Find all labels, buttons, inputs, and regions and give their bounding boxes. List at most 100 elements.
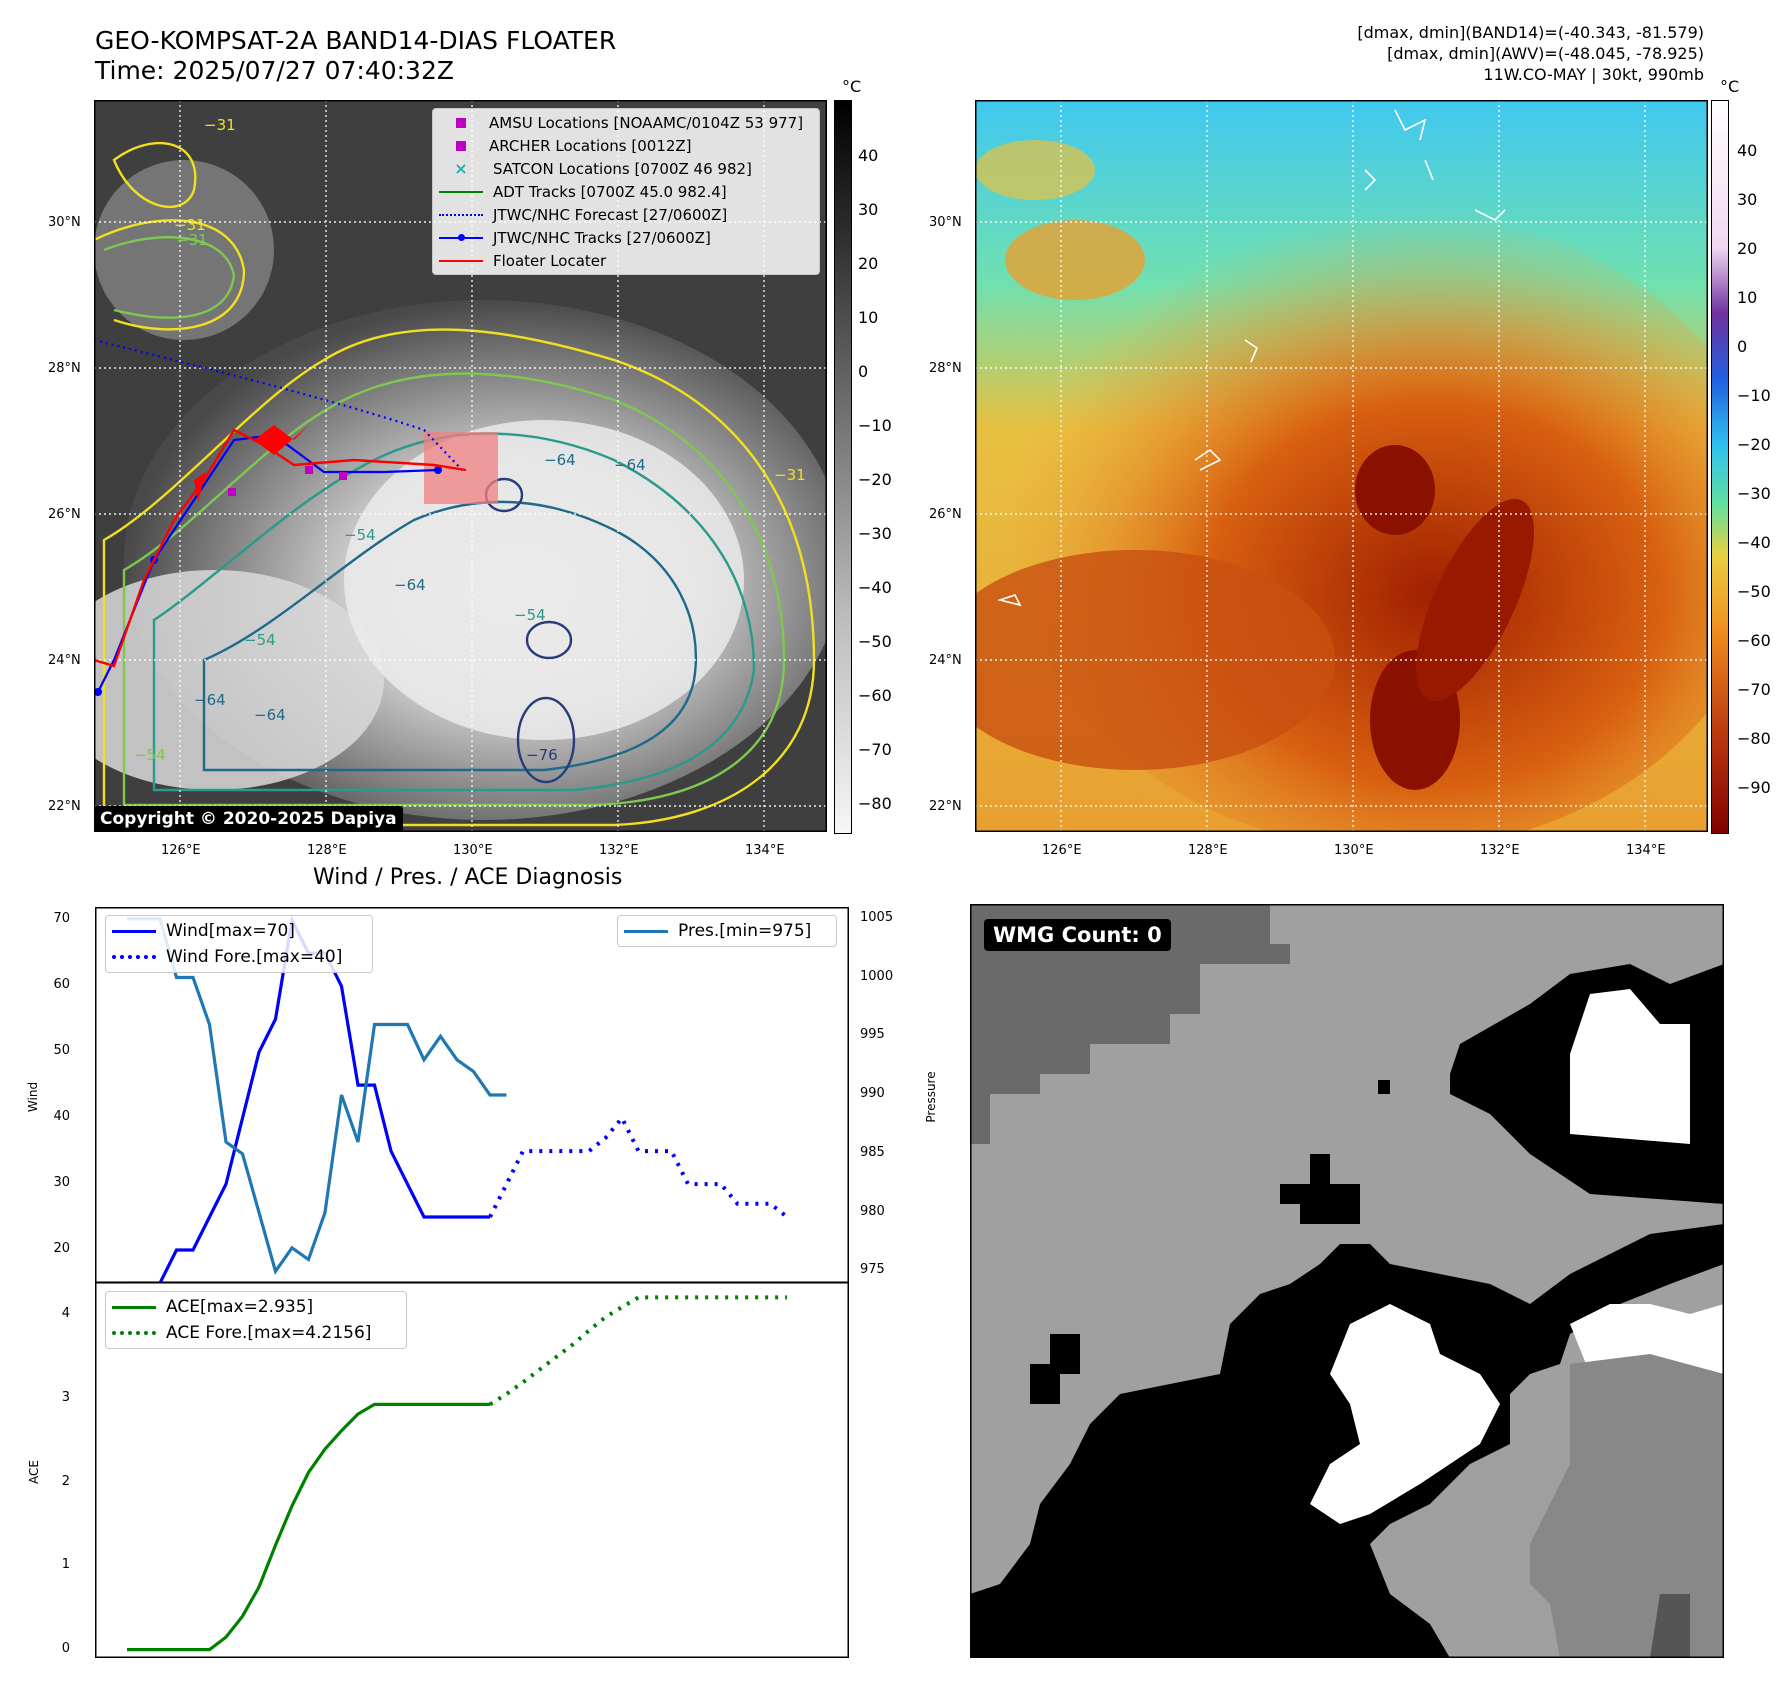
awv-colorbar-tick: −90: [1737, 778, 1771, 797]
copyright-badge: Copyright © 2020-2025 Dapiya: [94, 806, 403, 832]
series-line-ace-fore-max-: [488, 1295, 787, 1407]
awv-lon-tick: 132°E: [1480, 843, 1520, 858]
ir-legend: AMSU Locations [NOAAMC/0104Z 53 977] ARC…: [432, 108, 820, 275]
wind-ytick: 50: [53, 1043, 70, 1059]
ace-ytick: 3: [61, 1389, 70, 1405]
wind-legend: Wind[max=70] Wind Fore.[max=40]: [105, 915, 373, 973]
figure-title: GEO-KOMPSAT-2A BAND14-DIAS FLOATER Time: …: [95, 26, 616, 86]
awv-colorbar-tick: −70: [1737, 680, 1771, 699]
series-line-ace-max-: [127, 1402, 490, 1652]
pressure-ylabel: Pressure: [924, 1071, 938, 1123]
awv-colorbar-tick: −30: [1737, 484, 1771, 503]
awv-lon-tick: 128°E: [1188, 843, 1228, 858]
ir-colorbar-tick: −30: [858, 524, 892, 543]
awv-lat-tick: 28°N: [929, 361, 962, 376]
awv-colorbar-tick: −10: [1737, 386, 1771, 405]
pressure-ytick: 1005: [860, 909, 894, 925]
ace-ytick: 1: [61, 1557, 70, 1573]
awv-lon-tick: 126°E: [1042, 843, 1082, 858]
ir-colorbar-unit: °C: [842, 77, 862, 96]
meta-line-3: 11W.CO-MAY | 30kt, 990mb: [1483, 65, 1704, 84]
ir-lat-tick: 30°N: [48, 215, 81, 230]
awv-colorbar-tick: −40: [1737, 533, 1771, 552]
legend-wind-fore: Wind Fore.[max=40]: [106, 944, 372, 970]
contour-label-10: −64: [254, 706, 286, 724]
ir-colorbar-tick: 20: [858, 254, 879, 273]
awv-colorbar-unit: °C: [1720, 77, 1740, 96]
diagnosis-title: Wind / Pres. / ACE Diagnosis: [313, 865, 623, 890]
legend-amsu: AMSU Locations [NOAAMC/0104Z 53 977]: [433, 111, 819, 134]
awv-colorbar: [1711, 100, 1729, 834]
ir-colorbar-tick: −80: [858, 794, 892, 813]
ir-lon-tick: 132°E: [599, 843, 639, 858]
ir-lat-tick: 24°N: [48, 653, 81, 668]
x-marker-icon: ×: [454, 159, 468, 178]
ace-ytick: 4: [61, 1306, 70, 1322]
awv-colorbar-tick: −80: [1737, 729, 1771, 748]
dotted-line-icon: [112, 1331, 156, 1335]
line-dot-marker-icon: [439, 233, 483, 241]
legend-ace-fore: ACE Fore.[max=4.2156]: [106, 1320, 406, 1346]
ir-lon-tick: 130°E: [453, 843, 493, 858]
pressure-ytick: 1000: [860, 968, 894, 984]
pressure-ytick: 985: [860, 1144, 885, 1160]
awv-colorbar-tick: −20: [1737, 435, 1771, 454]
awv-lat-tick: 24°N: [929, 653, 962, 668]
contour-label-7: −54: [514, 606, 546, 624]
ir-lat-tick: 22°N: [48, 799, 81, 814]
meta-line-1: [dmax, dmin](BAND14)=(-40.343, -81.579): [1357, 23, 1704, 42]
awv-colorbar-tick: 30: [1737, 190, 1758, 209]
awv-colorbar-tick: 40: [1737, 141, 1758, 160]
awv-colorbar-tick: 20: [1737, 239, 1758, 258]
ir-colorbar-tick: −70: [858, 740, 892, 759]
ir-lon-tick: 126°E: [161, 843, 201, 858]
pressure-legend: Pres.[min=975]: [617, 915, 837, 947]
contour-label-14: −54: [134, 746, 166, 764]
line-marker-icon: [112, 1305, 156, 1309]
awv-lon-tick: 134°E: [1626, 843, 1666, 858]
floater-track: [94, 428, 467, 668]
ir-colorbar-tick: 30: [858, 200, 879, 219]
contour-label-11: −64: [544, 451, 576, 469]
wind-ytick: 70: [53, 911, 70, 927]
legend-wind: Wind[max=70]: [106, 918, 372, 944]
ir-colorbar: [834, 100, 852, 834]
legend-tracks: JTWC/NHC Tracks [27/0600Z]: [433, 226, 819, 249]
line-marker-icon: [624, 929, 668, 933]
ir-colorbar-tick: −50: [858, 632, 892, 651]
ace-legend: ACE[max=2.935] ACE Fore.[max=4.2156]: [105, 1291, 407, 1349]
legend-ace: ACE[max=2.935]: [106, 1294, 406, 1320]
contour-label-12: −64: [614, 456, 646, 474]
ace-ytick: 2: [61, 1473, 70, 1489]
pressure-ytick: 975: [860, 1262, 885, 1278]
wind-ytick: 60: [53, 977, 70, 993]
pressure-ytick: 995: [860, 1027, 885, 1043]
contour-label-5: −54: [344, 526, 376, 544]
wind-ytick: 30: [53, 1175, 70, 1191]
ir-colorbar-tick: −40: [858, 578, 892, 597]
contour-label-6: −54: [244, 631, 276, 649]
awv-colorbar-tick: 10: [1737, 288, 1758, 307]
legend-satcon: × SATCON Locations [0700Z 46 982]: [433, 157, 819, 180]
square-marker-icon: [456, 117, 466, 128]
wind-ytick: 20: [53, 1241, 70, 1257]
awv-colorbar-tick: −50: [1737, 582, 1771, 601]
ir-colorbar-tick: −60: [858, 686, 892, 705]
legend-adt: ADT Tracks [0700Z 45.0 982.4]: [433, 180, 819, 203]
wind-ytick: 40: [53, 1109, 70, 1125]
dotted-line-icon: [112, 955, 156, 959]
square-marker-icon: [456, 140, 466, 151]
legend-archer: ARCHER Locations [0012Z]: [433, 134, 819, 157]
dotted-line-icon: [439, 213, 483, 216]
legend-floater: Floater Locater: [433, 249, 819, 272]
ir-lat-tick: 28°N: [48, 361, 81, 376]
ir-lon-tick: 134°E: [745, 843, 785, 858]
awv-lon-tick: 130°E: [1334, 843, 1374, 858]
awv-colorbar-tick: 0: [1737, 337, 1748, 356]
awv-lat-tick: 26°N: [929, 507, 962, 522]
ir-colorbar-tick: −20: [858, 470, 892, 489]
legend-forecast: JTWC/NHC Forecast [27/0600Z]: [433, 203, 819, 226]
contour-label-8: −64: [394, 576, 426, 594]
legend-pressure: Pres.[min=975]: [618, 918, 836, 944]
contour-label-13: −76: [526, 746, 558, 764]
